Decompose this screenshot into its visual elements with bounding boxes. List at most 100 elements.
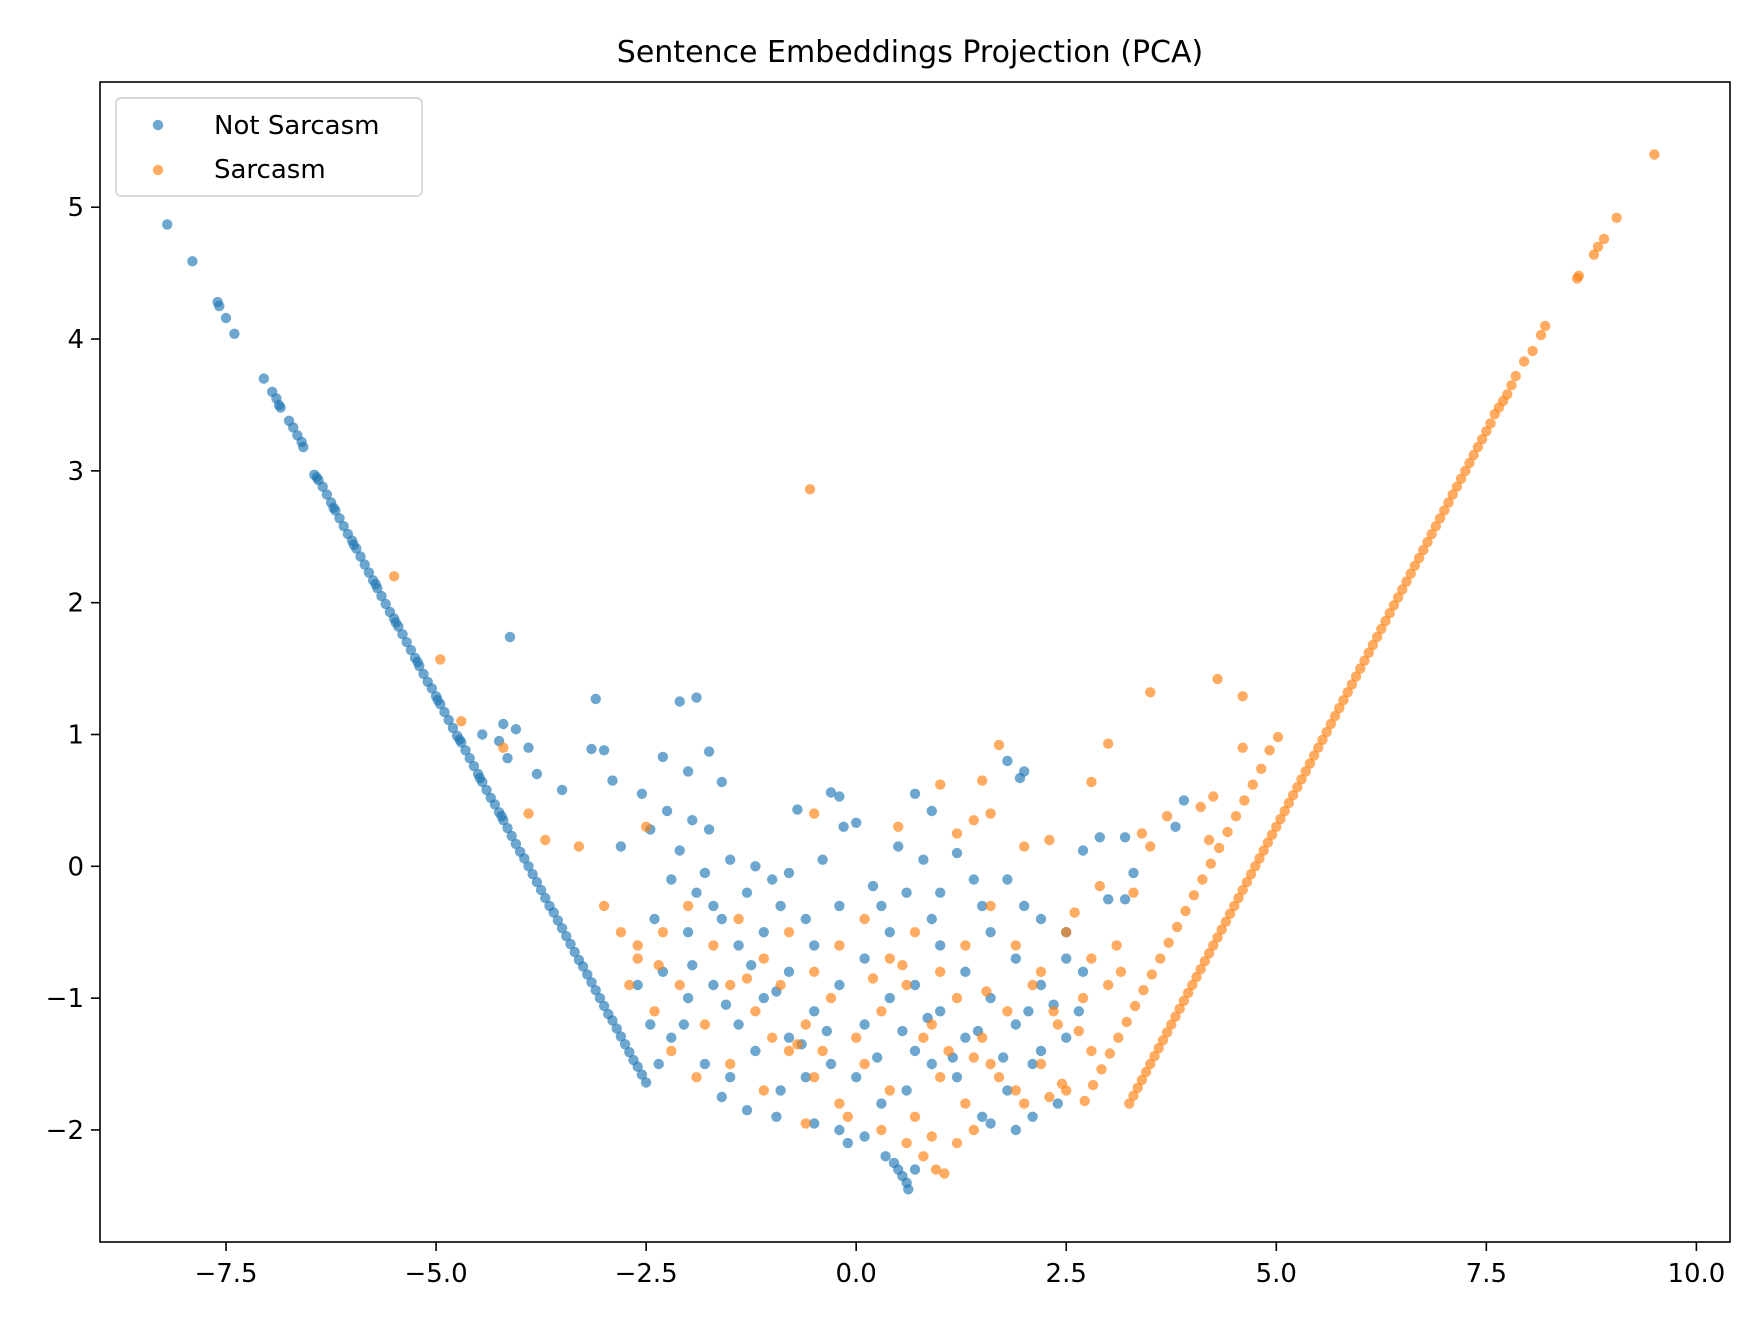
point-not-sarcasm	[594, 992, 606, 1004]
point-sarcasm	[1197, 874, 1208, 885]
point-sarcasm	[1367, 639, 1379, 651]
point-sarcasm	[1136, 828, 1148, 839]
point-sarcasm	[1155, 953, 1166, 964]
point-sarcasm	[1161, 1027, 1173, 1038]
point-sarcasm	[1380, 615, 1391, 627]
point-sarcasm	[615, 927, 627, 938]
point-not-sarcasm	[951, 1072, 963, 1083]
point-sarcasm	[1212, 932, 1223, 943]
point-not-sarcasm	[1073, 1006, 1085, 1017]
point-not-sarcasm	[1023, 1006, 1034, 1017]
point-not-sarcasm	[775, 900, 786, 912]
point-sarcasm	[977, 1032, 988, 1043]
point-sarcasm	[1359, 655, 1370, 666]
point-sarcasm	[632, 953, 643, 964]
point-sarcasm	[1292, 782, 1303, 793]
point-sarcasm	[985, 1058, 996, 1070]
x-tick-label: −5.0	[405, 1259, 468, 1289]
point-sarcasm	[968, 815, 979, 826]
point-not-sarcasm	[1035, 913, 1047, 925]
point-not-sarcasm	[872, 1052, 883, 1063]
point-sarcasm	[640, 821, 652, 832]
point-sarcasm	[884, 953, 895, 964]
x-tick-label: −2.5	[615, 1259, 678, 1289]
point-not-sarcasm	[615, 841, 627, 852]
point-sarcasm	[1129, 1000, 1141, 1012]
point-not-sarcasm	[716, 913, 727, 925]
point-sarcasm	[893, 821, 904, 832]
point-sarcasm	[523, 808, 534, 819]
legend-box	[115, 97, 423, 197]
point-not-sarcasm	[214, 300, 225, 312]
point-sarcasm	[1300, 766, 1311, 777]
point-not-sarcasm	[708, 900, 719, 912]
point-not-sarcasm	[935, 940, 946, 951]
point-sarcasm	[1044, 1091, 1055, 1103]
point-sarcasm	[1188, 890, 1200, 901]
point-sarcasm	[1195, 801, 1206, 813]
point-not-sarcasm	[750, 1045, 761, 1057]
point-not-sarcasm	[1010, 1019, 1021, 1030]
point-not-sarcasm	[733, 940, 744, 951]
point-sarcasm	[699, 1019, 711, 1030]
point-not-sarcasm	[758, 927, 769, 938]
point-not-sarcasm	[275, 402, 286, 413]
point-not-sarcasm	[401, 637, 412, 648]
point-not-sarcasm	[1018, 900, 1030, 912]
point-sarcasm	[1229, 900, 1240, 912]
point-not-sarcasm	[187, 256, 198, 267]
point-not-sarcasm	[535, 884, 547, 896]
point-sarcasm	[1535, 329, 1547, 341]
point-sarcasm	[1010, 940, 1021, 951]
point-not-sarcasm	[926, 913, 937, 925]
x-tick-label: −7.5	[194, 1259, 257, 1289]
point-not-sarcasm	[636, 1069, 648, 1080]
point-not-sarcasm	[708, 979, 719, 991]
point-sarcasm	[993, 739, 1005, 751]
point-not-sarcasm	[859, 953, 870, 964]
point-not-sarcasm	[506, 830, 517, 842]
point-sarcasm	[1153, 1043, 1164, 1054]
point-sarcasm	[783, 1045, 795, 1057]
point-sarcasm	[1422, 536, 1433, 548]
point-sarcasm	[725, 1058, 736, 1070]
point-not-sarcasm	[687, 815, 698, 826]
point-not-sarcasm	[674, 696, 685, 707]
point-not-sarcasm	[682, 927, 694, 938]
x-tick-label: 5.0	[1256, 1259, 1297, 1289]
point-sarcasm	[1443, 497, 1454, 508]
point-sarcasm	[1171, 921, 1183, 933]
point-sarcasm	[951, 1137, 963, 1149]
point-not-sarcasm	[565, 938, 576, 950]
point-sarcasm	[1237, 742, 1248, 753]
point-sarcasm	[909, 1111, 921, 1123]
point-sarcasm	[1138, 985, 1149, 996]
point-not-sarcasm	[741, 887, 753, 898]
point-sarcasm	[1222, 826, 1233, 838]
point-not-sarcasm	[699, 1058, 711, 1070]
point-not-sarcasm	[977, 900, 988, 912]
point-not-sarcasm	[800, 913, 811, 925]
point-not-sarcasm	[653, 1058, 664, 1070]
point-sarcasm	[1338, 695, 1349, 706]
point-sarcasm	[1275, 813, 1286, 825]
point-sarcasm	[1287, 789, 1299, 801]
x-axis: −7.5 −5.0 −2.5 0.0 2.5 5.0 7.5 10.0	[194, 1242, 1725, 1289]
point-not-sarcasm	[657, 751, 669, 763]
point-sarcasm	[1166, 1019, 1177, 1030]
point-not-sarcasm	[1061, 1032, 1072, 1043]
point-sarcasm	[1203, 834, 1215, 846]
point-not-sarcasm	[800, 1072, 811, 1083]
point-sarcasm	[1086, 1045, 1097, 1057]
point-sarcasm	[1439, 505, 1450, 516]
point-sarcasm	[1149, 1050, 1160, 1062]
point-sarcasm	[1018, 841, 1030, 852]
point-not-sarcasm	[674, 845, 685, 856]
point-sarcasm	[1313, 742, 1324, 753]
point-sarcasm	[1321, 726, 1332, 738]
point-sarcasm	[1451, 481, 1463, 492]
point-sarcasm	[809, 1072, 820, 1083]
point-sarcasm	[1128, 887, 1139, 898]
point-sarcasm	[1376, 623, 1387, 635]
